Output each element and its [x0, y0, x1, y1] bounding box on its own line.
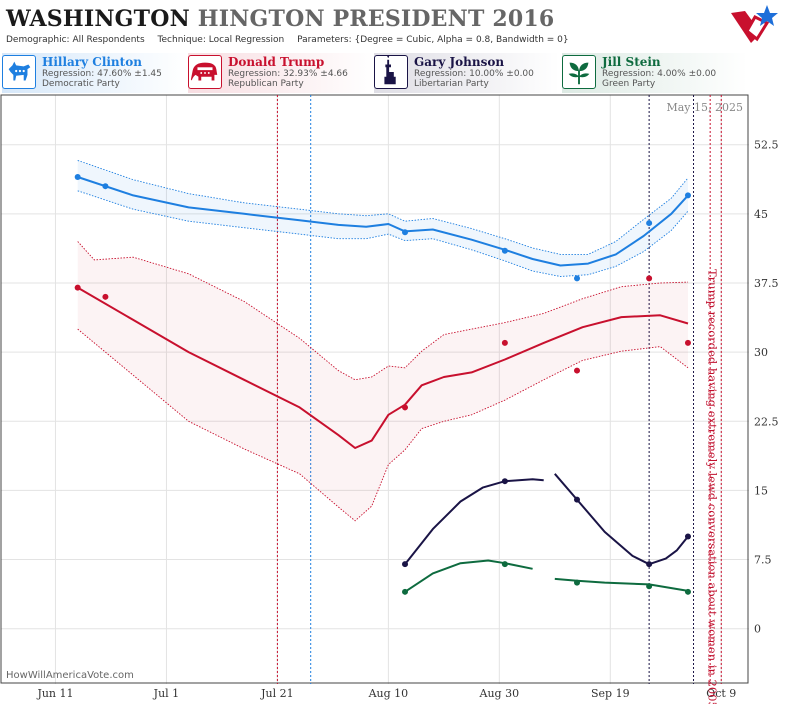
y-axis-ticks: 0 7.5 15 22.5 30 37.5 45 52.5	[754, 139, 779, 636]
x-tick-label: Sep 19	[591, 687, 630, 700]
donald-trump-data-point	[74, 284, 81, 291]
hillary-clinton-data-point	[574, 275, 581, 282]
gary-johnson-data-point	[684, 533, 691, 540]
candidate-party: Republican Party	[228, 79, 304, 89]
parameters-value: {Degree = Cubic, Alpha = 0.8, Bandwidth …	[354, 35, 569, 45]
candidate-regression: Regression: 32.93% ±4.66	[228, 69, 348, 79]
jill-stein-data-point	[501, 561, 508, 568]
y-tick-label: 22.5	[754, 415, 779, 428]
legend-item-clinton: Hillary Clinton Regression: 47.60% ±1.45…	[2, 53, 188, 93]
gary-johnson-data-point	[402, 561, 409, 568]
donald-trump-data-point	[684, 339, 691, 346]
gary-johnson-fit-line	[404, 478, 544, 565]
candidate-name: Jill Stein	[602, 55, 661, 69]
series-points	[74, 173, 691, 595]
hillary-clinton-data-point	[646, 220, 653, 227]
jill-stein-fit-line	[404, 559, 533, 593]
grid-lines	[1, 95, 749, 684]
site-credit: HowWillAmericaVote.com	[6, 670, 134, 681]
donald-trump-data-point	[102, 293, 109, 300]
date-stamp: May 15, 2025	[666, 101, 743, 114]
jill-stein-data-point	[646, 583, 653, 590]
legend-item-trump: Donald Trump Regression: 32.93% ±4.66 Re…	[188, 53, 374, 93]
hillary-clinton-lower-bound	[77, 190, 689, 277]
y-tick-label: 15	[754, 484, 768, 497]
y-tick-label: 37.5	[754, 277, 779, 290]
candidate-regression: Regression: 10.00% ±0.00	[414, 69, 534, 79]
hillary-clinton-upper-bound	[77, 159, 689, 255]
y-tick-label: 45	[754, 208, 768, 221]
hillary-clinton-data-point	[102, 183, 109, 190]
donald-trump-data-point	[501, 339, 508, 346]
candidate-regression: Regression: 4.00% ±0.00	[602, 69, 717, 79]
donald-trump-upper-bound	[77, 241, 689, 381]
donald-trump-data-point	[402, 404, 409, 411]
jill-stein-data-point	[402, 588, 409, 595]
hillary-clinton-fit-line	[77, 176, 689, 267]
candidate-name: Hillary Clinton	[42, 55, 142, 69]
x-tick-label: Jul 21	[260, 687, 294, 700]
parameters-label: Parameters:	[297, 35, 352, 45]
page-title: WASHINGTON HINGTON PRESIDENT 2016	[6, 6, 554, 32]
jill-stein-data-point	[574, 579, 581, 586]
y-tick-label: 30	[754, 346, 768, 359]
chart-header: WASHINGTON HINGTON PRESIDENT 2016 Demogr…	[0, 0, 789, 94]
x-tick-label: Jul 1	[153, 687, 180, 700]
title-state: WASHINGTON	[6, 6, 190, 32]
y-tick-label: 0	[754, 623, 761, 636]
parameters-line: Demographic: All Respondents Technique: …	[6, 35, 569, 45]
stars-stripes-logo-icon	[731, 5, 778, 43]
plot-frame	[0, 94, 749, 684]
x-tick-label: Aug 10	[368, 687, 409, 700]
donald-trump-band	[77, 241, 688, 521]
candidate-party: Green Party	[602, 79, 656, 89]
gary-johnson-fit-line	[554, 473, 689, 566]
technique-label: Technique:	[157, 35, 206, 45]
donald-trump-data-point	[646, 275, 653, 282]
y-tick-label: 7.5	[754, 554, 772, 567]
candidate-party: Libertarian Party	[414, 79, 489, 89]
hillary-clinton-band	[77, 160, 688, 277]
donald-trump-data-point	[574, 367, 581, 374]
jill-stein-fit-line	[554, 577, 689, 592]
hillary-clinton-data-point	[402, 229, 409, 236]
x-tick-label: Jun 11	[36, 687, 73, 700]
candidate-name: Donald Trump	[228, 55, 325, 69]
legend-item-johnson: Gary Johnson Regression: 10.00% ±0.00 Li…	[374, 53, 560, 93]
hillary-clinton-data-point	[501, 247, 508, 254]
x-tick-label: Aug 30	[479, 687, 520, 700]
regression-chart: 0 7.5 15 22.5 30 37.5 45 52.5 Jun 11 Jul 1 Jul 21…	[0, 94, 779, 704]
hillary-clinton-data-point	[74, 173, 81, 180]
technique-value: Local Regression	[208, 35, 285, 45]
candidate-regression: Regression: 47.60% ±1.45	[42, 69, 162, 79]
donkey-icon	[2, 55, 36, 89]
gary-johnson-data-point	[574, 496, 581, 503]
event-annotation: Trump recorded having extremely lewd con…	[706, 269, 720, 704]
liberty-torch-icon	[374, 55, 408, 89]
donald-trump-lower-bound	[77, 328, 689, 522]
confidence-bands	[77, 159, 689, 522]
y-tick-label: 52.5	[754, 139, 779, 152]
elephant-icon	[188, 55, 222, 89]
demographic-label: Demographic:	[6, 35, 70, 45]
gary-johnson-data-point	[501, 478, 508, 485]
title-race: HINGTON PRESIDENT 2016	[197, 6, 555, 32]
candidate-party: Democratic Party	[42, 79, 120, 89]
hillary-clinton-data-point	[684, 192, 691, 199]
candidate-name: Gary Johnson	[414, 55, 505, 69]
gary-johnson-data-point	[646, 561, 653, 568]
leaf-icon	[562, 55, 596, 89]
x-tick-label: Oct 9	[706, 687, 736, 700]
jill-stein-data-point	[684, 588, 691, 595]
legend-item-stein: Jill Stein Regression: 4.00% ±0.00 Green…	[562, 53, 748, 93]
candidate-legend: Hillary Clinton Regression: 47.60% ±1.45…	[0, 53, 789, 93]
x-axis-ticks: Jun 11 Jul 1 Jul 21 Aug 10 Aug 30 Sep 19 Oct 9	[36, 687, 736, 700]
demographic-value: All Respondents	[72, 35, 145, 45]
